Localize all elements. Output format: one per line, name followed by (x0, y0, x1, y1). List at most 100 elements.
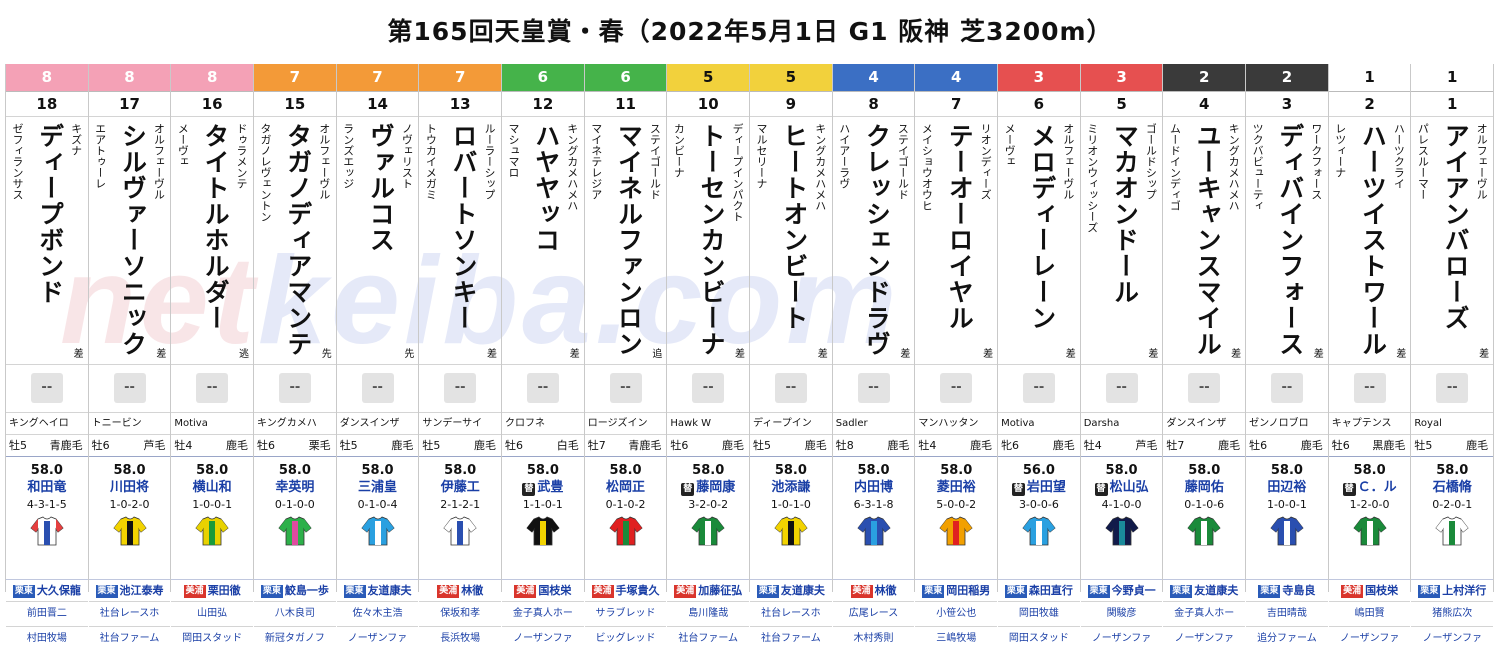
horse-name-link[interactable]: ハヤヤッコ (531, 123, 561, 253)
horse-name-link[interactable]: タイトルホルダー (201, 123, 231, 331)
breeder-link[interactable]: 新冠タガノフ (264, 633, 325, 644)
horse-name-link[interactable]: ヒートオンビート (779, 123, 809, 331)
trainer-link[interactable]: 栗東 鮫島一歩 (254, 580, 336, 602)
owner-link[interactable]: 関駿彦 (1080, 602, 1163, 627)
breeder-link[interactable]: ノーザンファ (513, 633, 573, 644)
horse-name-link[interactable]: ヴァルコス (366, 123, 396, 253)
breeder-link[interactable]: 長浜牧場 (440, 633, 481, 644)
owner-link[interactable]: 岡田牧雄 (998, 602, 1080, 627)
trainer-link[interactable]: 栗東 友道康夫 (750, 580, 832, 602)
owner-link[interactable]: 嶋田賢 (1328, 602, 1411, 627)
owner-link[interactable]: 島川隆哉 (667, 602, 750, 627)
breeder-link[interactable]: ノーザンファ (1339, 633, 1400, 644)
horse-name-link[interactable]: テーオーロイヤル (945, 123, 975, 331)
breeder-link[interactable]: 社台ファーム (761, 633, 821, 644)
breeder-link[interactable]: ノーザンファ (347, 633, 408, 644)
owner-link[interactable]: 佐々木主浩 (336, 602, 419, 627)
trainer-link[interactable]: 栗東 岡田稲男 (915, 580, 998, 602)
odds-button[interactable]: -- (361, 373, 394, 403)
horse-name-link[interactable]: クレッシェンドラヴ (862, 123, 892, 357)
odds-button[interactable]: -- (1353, 373, 1386, 403)
owner-link[interactable]: 金子真人ホー (502, 602, 584, 627)
trainer-link[interactable]: 栗東 友道康夫 (1163, 580, 1246, 602)
trainer-link[interactable]: 栗東 友道康夫 (336, 580, 419, 602)
breeder-link[interactable]: 岡田スタッド (182, 633, 243, 644)
jockey-link[interactable]: 藤岡佑 (1184, 480, 1224, 495)
breeder-link[interactable]: 追分ファーム (1257, 633, 1317, 644)
odds-button[interactable]: -- (444, 373, 477, 403)
odds-button[interactable]: -- (1022, 373, 1055, 403)
jockey-link[interactable]: 菱田裕 (936, 480, 976, 495)
owner-link[interactable]: 猪熊広次 (1411, 602, 1494, 627)
horse-name-link[interactable]: ハーツイストワール (1358, 123, 1388, 357)
odds-button[interactable]: -- (278, 373, 311, 403)
owner-link[interactable]: 八木良司 (254, 602, 336, 627)
odds-button[interactable]: -- (1436, 373, 1469, 403)
jockey-link[interactable]: 替武豊 (522, 480, 564, 496)
breeder-link[interactable]: 木村秀則 (853, 633, 894, 644)
jockey-link[interactable]: 替藤岡康 (681, 480, 736, 496)
horse-name-link[interactable]: シルヴァーソニック (118, 123, 148, 357)
owner-link[interactable]: 社台レースホ (88, 602, 171, 627)
odds-button[interactable]: -- (774, 373, 807, 403)
odds-button[interactable]: -- (1188, 373, 1221, 403)
trainer-link[interactable]: 美浦 手塚貴久 (584, 580, 667, 602)
jockey-link[interactable]: 池添謙 (771, 480, 811, 495)
breeder-link[interactable]: 岡田スタッド (1008, 633, 1069, 644)
jockey-link[interactable]: 田辺裕 (1267, 480, 1307, 495)
horse-name-link[interactable]: ディープボンド (35, 123, 65, 305)
odds-button[interactable]: -- (196, 373, 229, 403)
odds-button[interactable]: -- (526, 373, 559, 403)
trainer-link[interactable]: 栗東 森田直行 (998, 580, 1080, 602)
breeder-link[interactable]: ビッグレッド (595, 633, 656, 644)
horse-name-link[interactable]: アイアンバローズ (1441, 123, 1471, 331)
horse-name-link[interactable]: ディバインフォース (1275, 123, 1305, 357)
breeder-link[interactable]: 社台ファーム (678, 633, 739, 644)
horse-name-link[interactable]: タガノディアマンテ (283, 123, 313, 357)
trainer-link[interactable]: 栗東 寺島良 (1246, 580, 1328, 602)
odds-button[interactable]: -- (940, 373, 973, 403)
breeder-link[interactable]: 社台ファーム (99, 633, 160, 644)
breeder-link[interactable]: ノーザンファ (1422, 633, 1483, 644)
odds-button[interactable]: -- (1270, 373, 1303, 403)
breeder-link[interactable]: ノーザンファ (1174, 633, 1234, 644)
horse-name-link[interactable]: マカオンドール (1110, 123, 1140, 305)
odds-button[interactable]: -- (609, 373, 642, 403)
odds-button[interactable]: -- (30, 373, 63, 403)
owner-link[interactable]: サラブレッド (584, 602, 667, 627)
jockey-link[interactable]: 横山和 (192, 480, 232, 495)
trainer-link[interactable]: 栗東 上村洋行 (1411, 580, 1494, 602)
jockey-link[interactable]: 替岩田望 (1011, 480, 1066, 496)
trainer-link[interactable]: 美浦 国枝栄 (502, 580, 584, 602)
owner-link[interactable]: 社台レースホ (750, 602, 832, 627)
jockey-link[interactable]: 内田博 (854, 480, 894, 495)
jockey-link[interactable]: 幸英明 (275, 480, 315, 495)
jockey-link[interactable]: 川田将 (110, 480, 150, 495)
odds-button[interactable]: -- (692, 373, 725, 403)
horse-name-link[interactable]: トーセンカンビーナ (697, 123, 727, 357)
owner-link[interactable]: 小笹公也 (915, 602, 998, 627)
odds-button[interactable]: -- (1105, 373, 1138, 403)
horse-name-link[interactable]: マイネルファンロン (614, 123, 644, 357)
trainer-link[interactable]: 栗東 大久保龍 (6, 580, 88, 602)
owner-link[interactable]: 保坂和孝 (419, 602, 502, 627)
jockey-link[interactable]: 三浦皇 (358, 480, 398, 495)
horse-name-link[interactable]: メロディーレーン (1027, 123, 1057, 331)
jockey-link[interactable]: 石橋脩 (1432, 480, 1472, 495)
jockey-link[interactable]: 替松山弘 (1094, 480, 1149, 496)
odds-button[interactable]: -- (113, 373, 146, 403)
horse-name-link[interactable]: ユーキャンスマイル (1193, 123, 1223, 357)
horse-name-link[interactable]: ロバートソンキー (449, 123, 479, 331)
jockey-link[interactable]: 伊藤工 (440, 480, 480, 495)
trainer-link[interactable]: 美浦 加藤征弘 (667, 580, 750, 602)
breeder-link[interactable]: ノーザンファ (1091, 633, 1152, 644)
jockey-link[interactable]: 松岡正 (606, 480, 646, 495)
owner-link[interactable]: 金子真人ホー (1163, 602, 1246, 627)
trainer-link[interactable]: 美浦 林徹 (419, 580, 502, 602)
odds-button[interactable]: -- (857, 373, 890, 403)
breeder-link[interactable]: 村田牧場 (26, 633, 67, 644)
trainer-link[interactable]: 美浦 栗田徹 (171, 580, 254, 602)
jockey-link[interactable]: 替 Ｃ．ル (1342, 480, 1397, 496)
owner-link[interactable]: 広尾レース (832, 602, 915, 627)
jockey-link[interactable]: 和田竜 (27, 480, 67, 495)
